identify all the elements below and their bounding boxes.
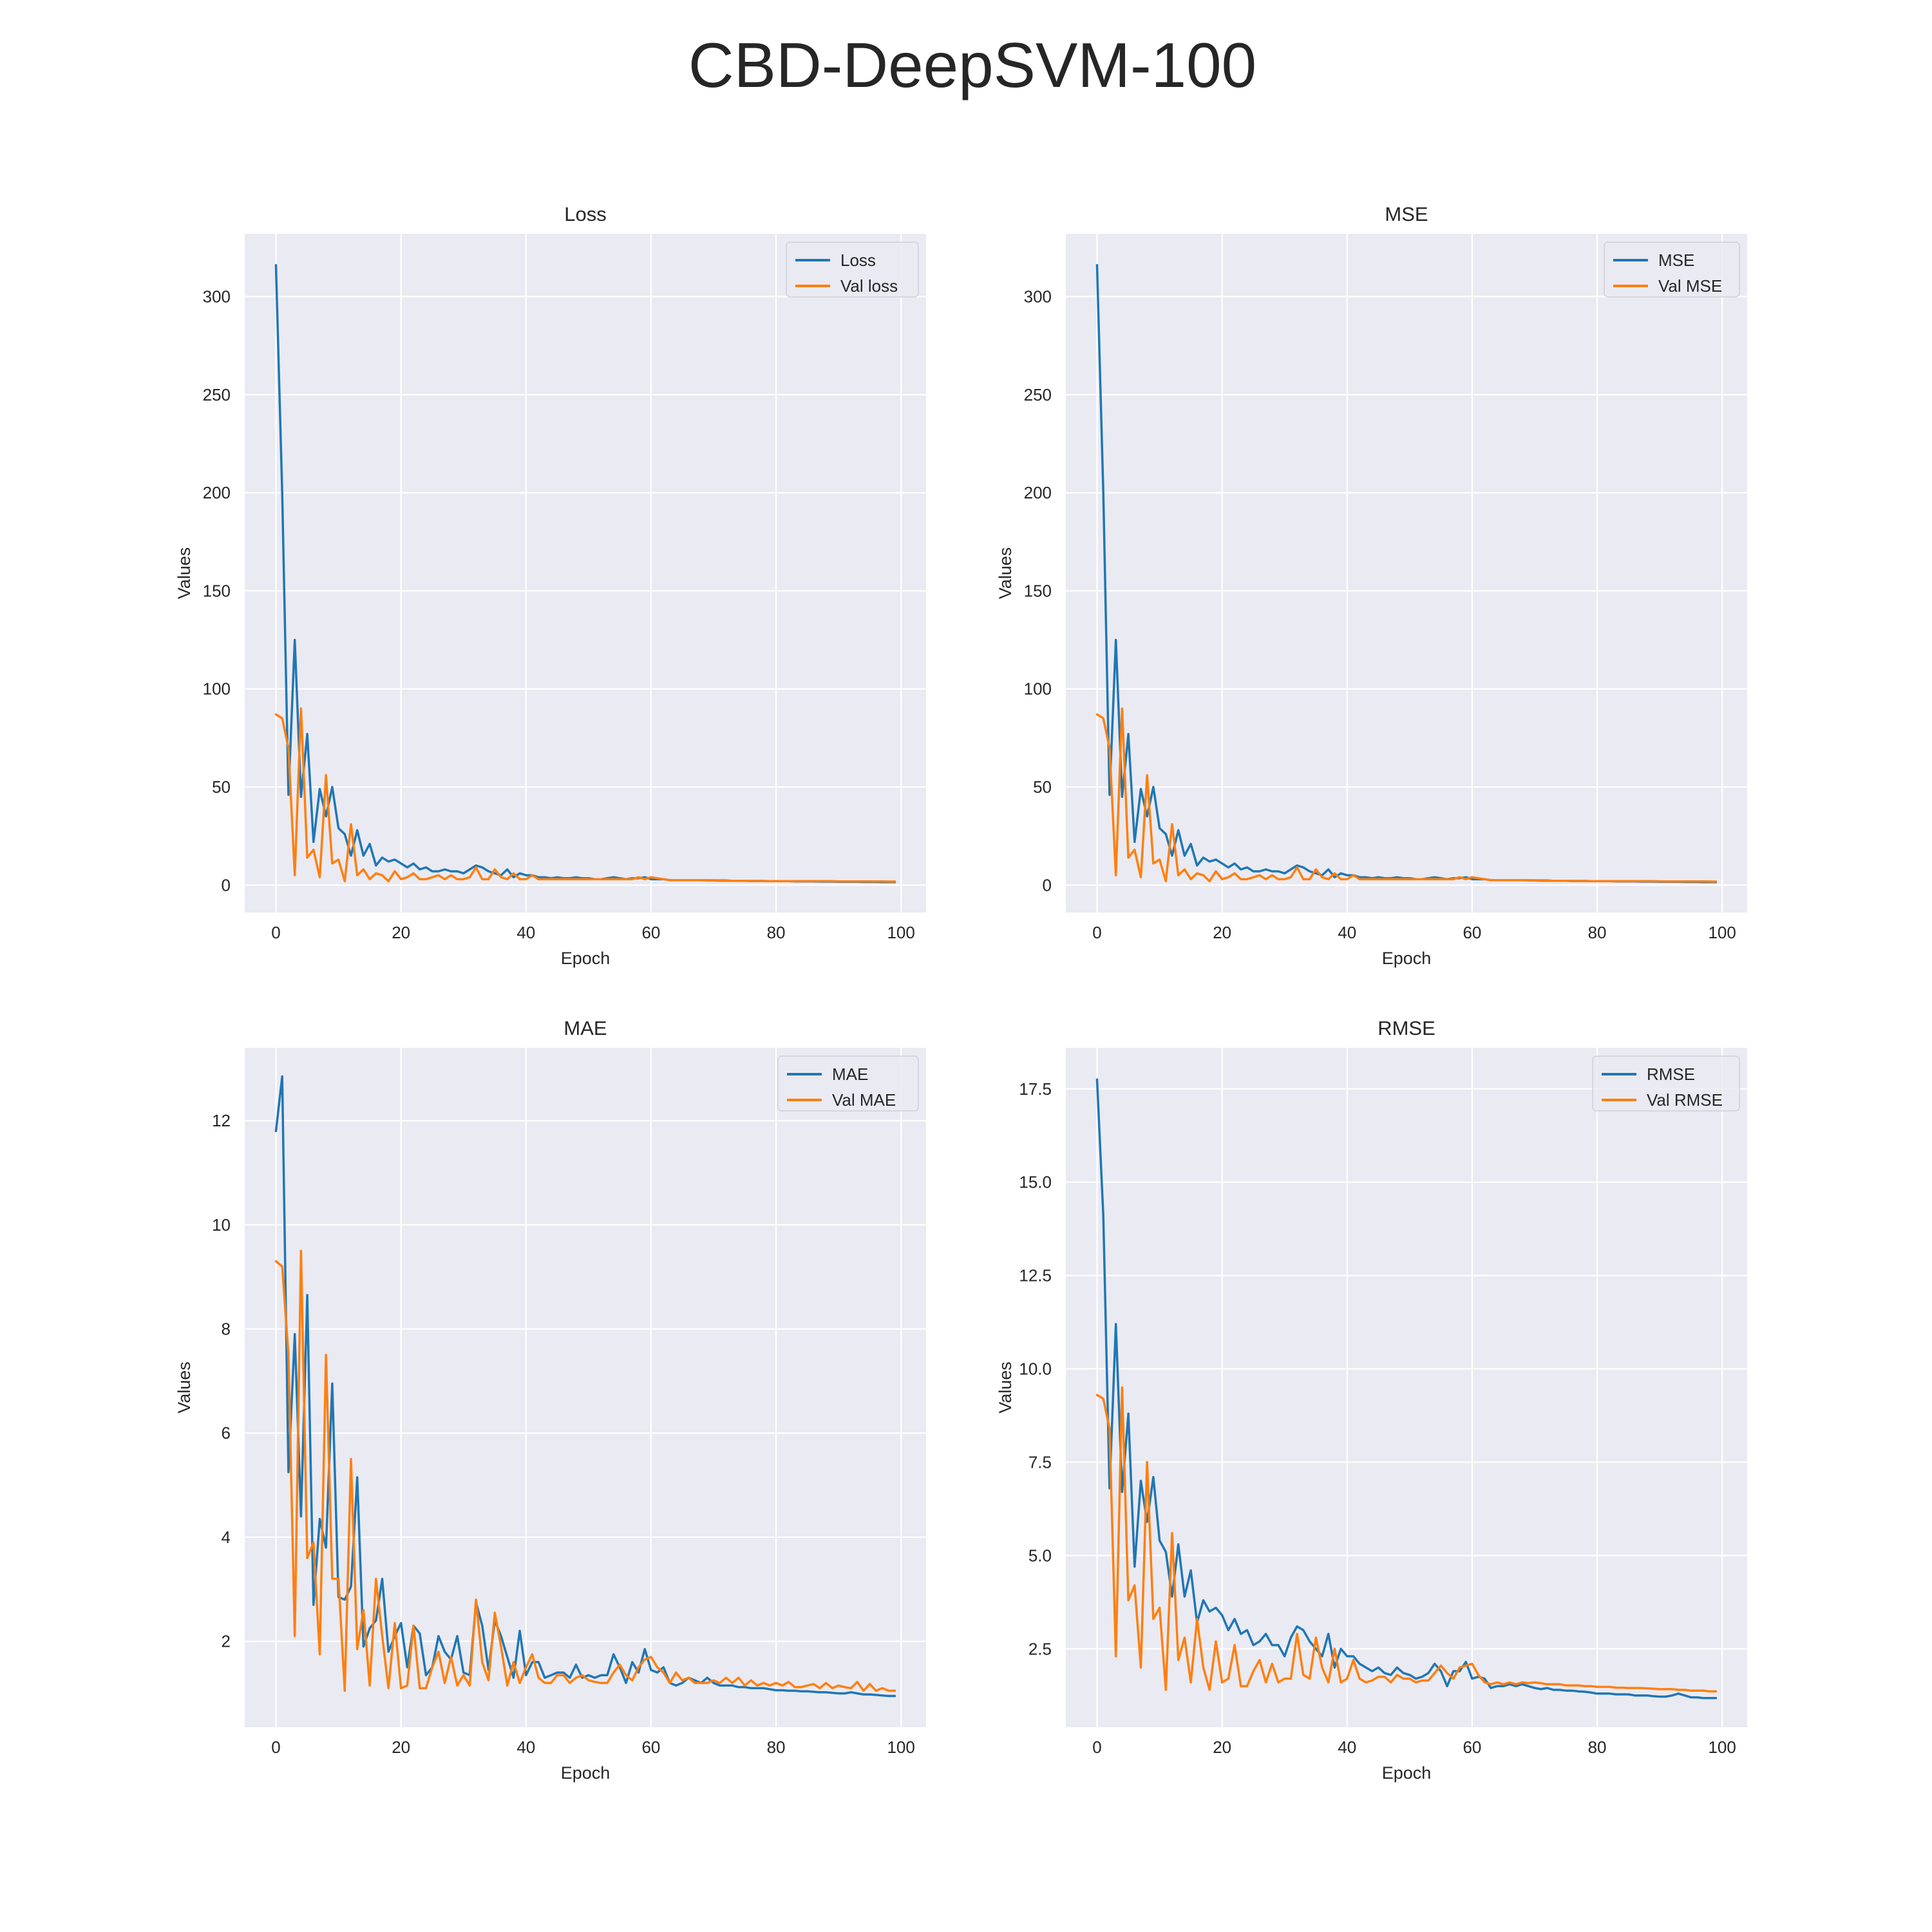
mse-x-axis-label: Epoch xyxy=(1382,949,1432,968)
mae-legend-label-mae: MAE xyxy=(832,1065,868,1084)
mae-legend-label-val-mae: Val MAE xyxy=(832,1090,896,1110)
rmse-x-axis-label: Epoch xyxy=(1382,1763,1432,1783)
rmse-y-tick-label: 10.0 xyxy=(1019,1359,1052,1379)
rmse-y-axis-label: Values xyxy=(996,1361,1015,1414)
mse-y-tick-label: 250 xyxy=(1024,385,1052,404)
rmse-title: RMSE xyxy=(1378,1017,1435,1039)
rmse-legend: RMSE Val RMSE xyxy=(1592,1056,1740,1112)
loss-x-tick-label: 100 xyxy=(887,923,914,942)
mae-title: MAE xyxy=(564,1017,607,1039)
loss-y-tick-label: 50 xyxy=(212,777,231,797)
mse-y-tick-label: 100 xyxy=(1024,679,1052,699)
loss-legend: Loss Val loss xyxy=(786,242,919,298)
mse-x-tick-label: 80 xyxy=(1588,923,1607,942)
loss-x-tick-label: 60 xyxy=(641,923,660,942)
loss-x-tick-label: 20 xyxy=(392,923,410,942)
mae-plot-area xyxy=(245,1048,926,1727)
rmse-y-tick-label: 15.0 xyxy=(1019,1173,1052,1192)
loss-y-axis-label: Values xyxy=(175,547,194,600)
rmse-y-tick-label: 5.0 xyxy=(1028,1546,1052,1565)
loss-title: Loss xyxy=(564,203,606,225)
mse-legend: MSE Val MSE xyxy=(1604,242,1740,298)
mae-y-tick-label: 6 xyxy=(222,1423,231,1443)
mse-x-tick-label: 40 xyxy=(1338,923,1356,942)
loss-x-axis-label: Epoch xyxy=(561,949,611,968)
loss-x-tick-label: 80 xyxy=(767,923,786,942)
mse-y-tick-label: 300 xyxy=(1024,287,1052,306)
mae-x-tick-label: 40 xyxy=(516,1738,535,1757)
rmse-x-tick-label: 100 xyxy=(1708,1738,1736,1757)
rmse-y-tick-label: 2.5 xyxy=(1028,1639,1052,1658)
loss-legend-box xyxy=(786,242,919,298)
mae-y-tick-label: 8 xyxy=(222,1320,231,1339)
rmse-legend-box xyxy=(1592,1056,1740,1112)
loss-plot-area xyxy=(245,234,926,913)
loss-x-tick-label: 40 xyxy=(516,923,535,942)
mse-x-tick-label: 20 xyxy=(1213,923,1231,942)
loss-y-tick-label: 250 xyxy=(203,385,231,404)
mse-y-axis-label: Values xyxy=(996,547,1015,600)
rmse-y-tick-label: 12.5 xyxy=(1019,1266,1052,1285)
chart-rmse: 0 20 40 60 80 100 2.5 5.0 7.5 10.0 12.5 15.0 17.5 RMS… xyxy=(996,1017,1747,1783)
mae-y-tick-label: 12 xyxy=(212,1111,231,1130)
mse-y-tick-label: 200 xyxy=(1024,483,1052,502)
mse-y-tick-label: 150 xyxy=(1024,581,1052,600)
rmse-y-tick-label: 7.5 xyxy=(1028,1452,1052,1472)
chart-loss: 0 20 40 60 80 100 0 50 100 150 200 250 300 Loss Epoch V… xyxy=(175,203,926,968)
subplots-grid: 0 20 40 60 80 100050100150200250300LossEpochV… xyxy=(175,203,1747,1783)
mae-y-tick-label: 10 xyxy=(212,1215,231,1235)
mae-y-axis-label: Values xyxy=(175,1361,194,1414)
rmse-x-tick-label: 80 xyxy=(1588,1738,1607,1757)
loss-y-tick-label: 300 xyxy=(203,287,231,306)
figure-title: CBD-DeepSVM-100 xyxy=(688,30,1256,100)
rmse-legend-label-rmse: RMSE xyxy=(1647,1065,1695,1084)
mse-x-tick-label: 0 xyxy=(1092,923,1101,942)
rmse-legend-label-val-rmse: Val RMSE xyxy=(1647,1090,1723,1110)
loss-y-tick-label: 100 xyxy=(203,679,231,699)
mse-y-tick-label: 50 xyxy=(1033,777,1052,797)
loss-y-tick-label: 150 xyxy=(203,581,231,600)
mse-x-tick-label: 60 xyxy=(1463,923,1481,942)
rmse-y-tick-label: 17.5 xyxy=(1019,1079,1052,1099)
mae-x-tick-label: 60 xyxy=(641,1738,660,1757)
rmse-line-rmse xyxy=(1095,1078,1718,1700)
mae-x-tick-label: 100 xyxy=(887,1738,914,1757)
loss-y-tick-label: 0 xyxy=(222,875,231,895)
rmse-plot-area xyxy=(1066,1048,1747,1727)
rmse-x-tick-label: 60 xyxy=(1463,1738,1481,1757)
mse-x-tick-label: 100 xyxy=(1708,923,1736,942)
chart-mae: 0 20 40 60 80 100 2 4 6 8 10 12 MAE Epoch Values MAE Val… xyxy=(175,1017,926,1783)
mae-legend: MAE Val MAE xyxy=(777,1056,919,1112)
mse-plot-area xyxy=(1066,234,1747,913)
loss-x-tick-label: 0 xyxy=(271,923,280,942)
mae-y-tick-label: 4 xyxy=(222,1528,231,1547)
mae-x-tick-label: 20 xyxy=(392,1738,410,1757)
mae-x-axis-label: Epoch xyxy=(561,1763,611,1783)
mse-legend-label-val-mse: Val MSE xyxy=(1658,276,1722,296)
rmse-x-tick-label: 0 xyxy=(1092,1738,1101,1757)
mae-x-tick-label: 80 xyxy=(767,1738,786,1757)
mse-legend-box xyxy=(1604,242,1740,298)
rmse-x-tick-label: 20 xyxy=(1213,1738,1231,1757)
rmse-line-val-rmse xyxy=(1095,1386,1718,1693)
mse-y-tick-label: 0 xyxy=(1043,875,1052,895)
mae-x-tick-label: 0 xyxy=(271,1738,280,1757)
loss-legend-label-loss: Loss xyxy=(840,251,876,270)
loss-line-val-loss xyxy=(274,707,896,883)
loss-legend-label-val-loss: Val loss xyxy=(840,276,898,296)
mse-legend-label-mse: MSE xyxy=(1658,251,1694,270)
rmse-x-tick-label: 40 xyxy=(1338,1738,1356,1757)
mse-title: MSE xyxy=(1385,203,1428,225)
mae-line-val-mae xyxy=(274,1249,896,1692)
mse-line-val-mse xyxy=(1095,707,1718,883)
chart-mse: 0 20 40 60 80 100 0 50 100 150 200 250 300 MSE Epoch Va… xyxy=(996,203,1747,968)
mae-legend-box xyxy=(777,1056,919,1112)
loss-y-tick-label: 200 xyxy=(203,483,231,502)
mae-y-tick-label: 2 xyxy=(222,1632,231,1651)
